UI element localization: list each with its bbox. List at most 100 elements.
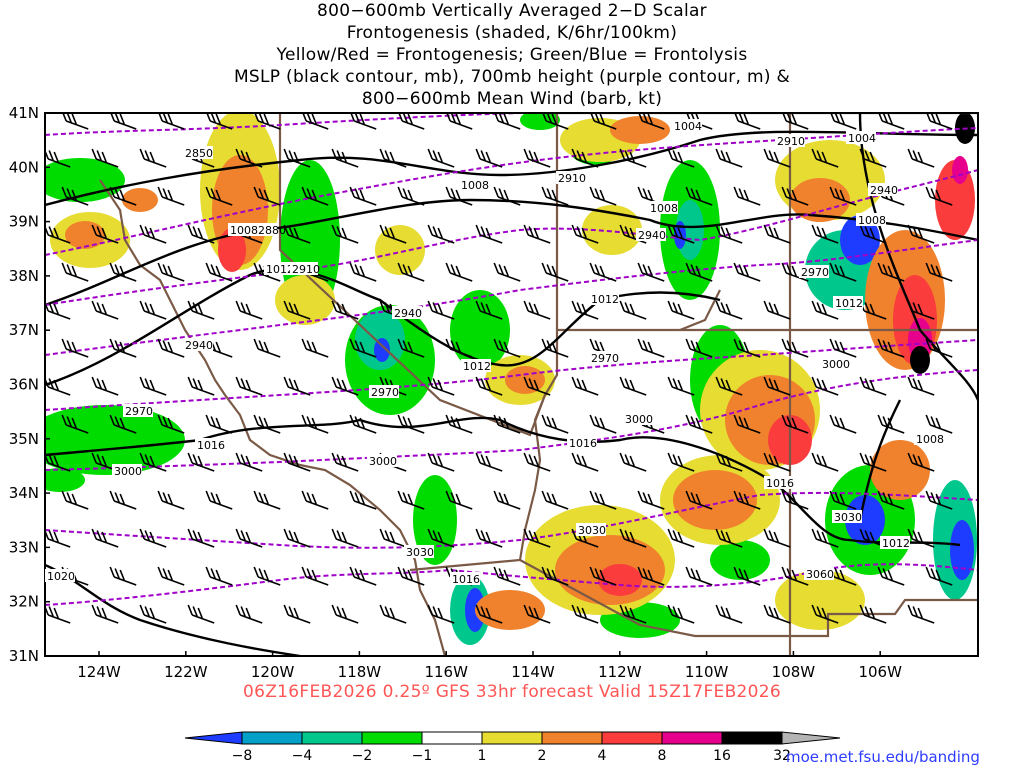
wind-barb (427, 376, 455, 396)
wind-barb (685, 490, 713, 510)
height-label-3030: 3030 (832, 510, 862, 524)
wind-barb (157, 414, 185, 434)
lon-label-108w: 108W (772, 663, 816, 681)
wind-barb (397, 566, 425, 586)
lat-label-35n: 35N (9, 430, 39, 448)
wind-barb (45, 148, 71, 168)
wind-barb (541, 338, 569, 358)
height-label-2970: 2970 (369, 385, 399, 399)
wind-barb (523, 148, 551, 168)
wind-barb (61, 414, 89, 434)
wind-barb (589, 186, 617, 206)
lon-label-124w: 124W (77, 663, 121, 681)
wind-barb (733, 186, 761, 206)
wind-barb (925, 566, 953, 586)
wind-barb (493, 262, 521, 282)
wind-barb (493, 186, 521, 206)
svg-text:2970: 2970 (801, 266, 829, 279)
wind-barb (589, 490, 617, 510)
wind-barb (475, 300, 503, 320)
source-credit: moe.met.fsu.edu/banding (786, 748, 980, 766)
wind-barb (445, 414, 473, 434)
wind-barb (379, 224, 407, 244)
wind-barb (157, 566, 185, 586)
wind-barb (542, 113, 569, 130)
wind-barb (157, 338, 185, 358)
lon-label-112w: 112W (598, 663, 642, 681)
pressure-label-1008: 1008 (856, 213, 886, 227)
wind-barb (781, 490, 809, 510)
height-label-3060: 3060 (804, 567, 834, 581)
contour-labels: 1004 1004 1008 1008 1008 1008 1008 1012 … (45, 119, 944, 586)
colorbar-segment (481, 731, 543, 745)
geographic-borders (99, 113, 978, 656)
wind-barb (254, 113, 281, 130)
wind-barb (350, 113, 377, 130)
wind-barb (331, 148, 359, 168)
title-line-5: 800−600mb Mean Wind (barb, kt) (361, 89, 663, 109)
wind-barb (139, 300, 167, 320)
wind-barb (907, 376, 935, 396)
wind-barb (283, 604, 311, 624)
colorbar-label: 16 (713, 748, 731, 764)
wind-barb (829, 490, 857, 510)
svg-text:3060: 3060 (806, 568, 834, 581)
svg-text:3000: 3000 (625, 413, 653, 426)
lat-label-40n: 40N (9, 158, 39, 176)
wind-barb (157, 262, 185, 282)
lon-label-122w: 122W (164, 663, 208, 681)
svg-text:2940: 2940 (870, 184, 898, 197)
wind-barb (493, 338, 521, 358)
wind-barb (446, 113, 473, 130)
wind-barb (235, 300, 263, 320)
forecast-run-info: 06Z16FEB2026 0.25º GFS 33hr forecast Val… (242, 682, 782, 702)
wind-barb (109, 414, 137, 434)
wind-barb (283, 148, 311, 168)
wind-barb (45, 528, 71, 548)
wind-barb (139, 452, 167, 472)
wind-barb (781, 186, 809, 206)
wind-barb (445, 338, 473, 358)
wind-barb (829, 338, 857, 358)
height-label-2910: 2910 (290, 262, 320, 276)
wind-barb (926, 113, 953, 130)
wind-barb (685, 262, 713, 282)
wind-barb (205, 414, 233, 434)
wind-barb (427, 148, 455, 168)
wind-barb (62, 113, 89, 130)
svg-text:1012: 1012 (882, 537, 910, 550)
wind-barb (619, 224, 647, 244)
wind-barb (235, 528, 263, 548)
svg-text:2910: 2910 (777, 135, 805, 148)
wind-barb (427, 528, 455, 548)
wind-barb (523, 452, 551, 472)
lat-label-39n: 39N (9, 213, 39, 231)
wind-barb (715, 452, 743, 472)
wind-barb (61, 338, 89, 358)
wind-barb (829, 414, 857, 434)
wind-barb (379, 148, 407, 168)
wind-barb (235, 604, 263, 624)
svg-text:1016: 1016 (569, 437, 597, 450)
lat-label-41n: 41N (9, 104, 39, 122)
colorbar-segment (601, 731, 663, 745)
wind-barb (139, 148, 167, 168)
wind-barb (715, 528, 743, 548)
wind-barb (379, 604, 407, 624)
wind-barb (45, 452, 71, 472)
svg-text:3000: 3000 (114, 465, 142, 478)
wind-barb (187, 528, 215, 548)
title-line-2: Frontogenesis (shaded, K/6hr/100km) (346, 23, 678, 43)
svg-text:1008: 1008 (230, 224, 258, 237)
wind-barb (859, 604, 887, 624)
svg-text:2850: 2850 (185, 147, 213, 160)
wind-barb (379, 528, 407, 548)
wind-barb (830, 113, 857, 130)
wind-barb (667, 604, 695, 624)
lon-label-118w: 118W (338, 663, 382, 681)
pressure-label-1004: 1004 (846, 131, 876, 145)
wind-barb (45, 300, 71, 320)
svg-text:3030: 3030 (578, 524, 606, 537)
wind-barb (493, 566, 521, 586)
wind-barb (667, 452, 695, 472)
